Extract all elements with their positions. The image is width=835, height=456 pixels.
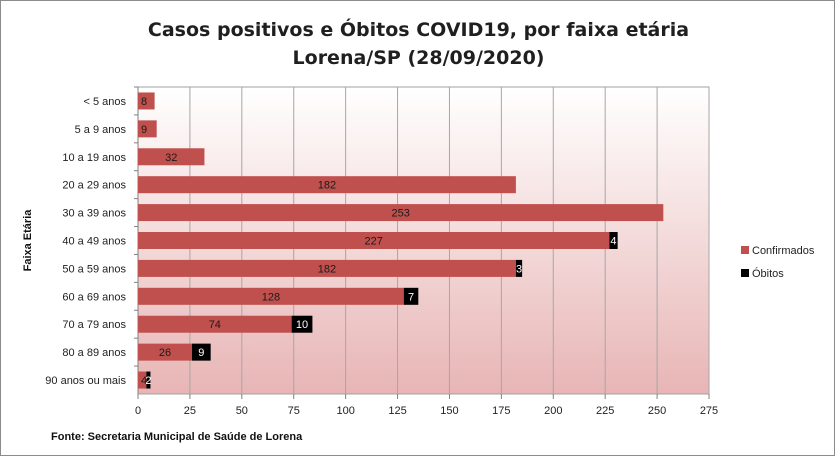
legend-label-obitos: Óbitos: [752, 267, 784, 280]
bar-obitos: [191, 343, 211, 361]
x-tick-label: 200: [544, 405, 562, 417]
x-tick-label: 225: [596, 405, 614, 417]
y-axis-title: Faixa Etária: [22, 209, 34, 272]
bar-confirmados: [138, 259, 516, 277]
bar-confirmados: [138, 148, 205, 166]
bar-obitos: [609, 232, 618, 249]
x-tick-label: 250: [648, 405, 666, 417]
bar-obitos: [515, 259, 523, 277]
bar-obitos: [403, 287, 419, 305]
x-tick-label: 125: [388, 405, 406, 417]
chart-title-line1: Casos positivos e Óbitos COVID19, por fa…: [147, 19, 690, 41]
data-label-confirmados: 227: [364, 236, 382, 248]
bar-confirmados: [138, 92, 155, 110]
data-label-obitos: 9: [198, 347, 204, 359]
category-label: 40 a 49 anos: [62, 236, 126, 248]
bar-obitos: [146, 371, 151, 389]
category-label: < 5 anos: [83, 96, 126, 108]
bar-confirmados: [138, 371, 147, 389]
x-tick-label: 25: [184, 405, 196, 417]
x-tick-label: 75: [288, 405, 300, 417]
legend-label-confirmados: Confirmados: [752, 245, 815, 257]
data-label-obitos: 3: [516, 263, 522, 275]
data-label-confirmados: 182: [318, 180, 336, 192]
category-label: 10 a 19 anos: [62, 152, 126, 164]
source-note: Fonte: Secretaria Municipal de Saúde de …: [51, 431, 303, 443]
legend-swatch-confirmados: [741, 246, 749, 254]
bar-confirmados: [138, 204, 664, 222]
data-label-confirmados: 253: [391, 208, 409, 220]
x-tick-label: 150: [440, 405, 458, 417]
data-label-obitos: 2: [145, 375, 151, 387]
category-label: 70 a 79 anos: [62, 319, 126, 331]
data-label-confirmados: 128: [262, 291, 280, 303]
category-label: 80 a 89 anos: [62, 347, 126, 359]
bar-confirmados: [138, 120, 157, 138]
bar-confirmados: [138, 232, 610, 249]
data-label-confirmados: 4: [141, 375, 147, 387]
category-label: 30 a 39 anos: [62, 208, 126, 220]
data-label-confirmados: 8: [141, 96, 147, 108]
bar-confirmados: [138, 343, 192, 361]
data-label-confirmados: 9: [141, 124, 147, 136]
category-label: 5 a 9 anos: [75, 124, 127, 136]
bar-confirmados: [138, 176, 516, 194]
x-tick-label: 0: [135, 405, 141, 417]
data-label-confirmados: 182: [318, 263, 336, 275]
bar-confirmados: [138, 315, 292, 333]
category-label: 50 a 59 anos: [62, 263, 126, 275]
data-label-obitos: 10: [296, 319, 308, 331]
bar-obitos: [291, 315, 313, 333]
x-tick-label: 100: [336, 405, 354, 417]
chart-title-line2: Lorena/SP (28/09/2020): [292, 47, 545, 69]
legend-swatch-obitos: [741, 269, 749, 277]
bar-confirmados: [138, 287, 404, 305]
data-label-confirmados: 74: [209, 319, 221, 331]
data-label-obitos: 7: [408, 291, 414, 303]
category-label: 90 anos ou mais: [45, 375, 126, 387]
x-tick-label: 175: [492, 405, 510, 417]
category-label: 60 a 69 anos: [62, 291, 126, 303]
category-label: 20 a 29 anos: [62, 180, 126, 192]
data-label-obitos: 4: [610, 236, 616, 248]
data-label-confirmados: 26: [159, 347, 171, 359]
x-tick-label: 50: [236, 405, 248, 417]
data-label-confirmados: 32: [165, 152, 177, 164]
x-tick-label: 275: [700, 405, 718, 417]
